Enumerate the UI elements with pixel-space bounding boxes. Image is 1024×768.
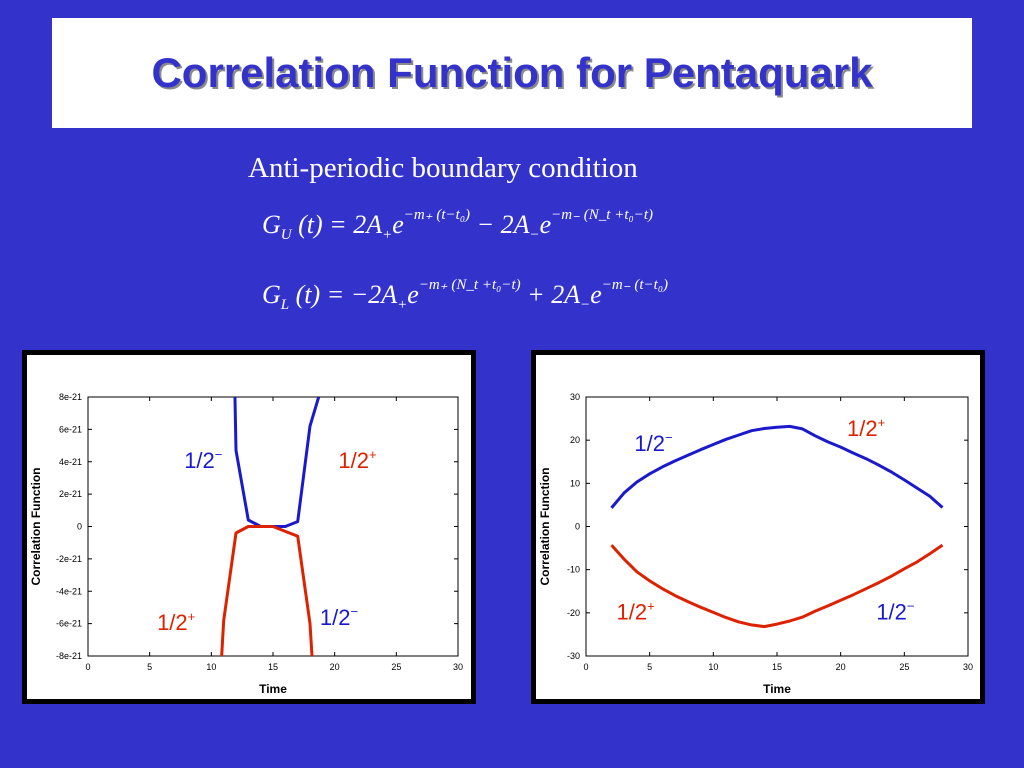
x-tick-label: 20 (330, 662, 340, 672)
eq-upper-g-sub: U (280, 227, 292, 243)
eq-lower-exp1: −m₊ (N_t +t₀−t) (418, 277, 521, 293)
x-tick-label: 15 (268, 662, 278, 672)
y-tick-label: 8e-21 (59, 392, 82, 402)
equation-upper: GU (t) = 2A+e−m₊ (t−t₀) − 2A−e−m₋ (N_t +… (262, 205, 653, 244)
annotation-label: 1/2− (876, 599, 914, 625)
x-tick-label: 10 (206, 662, 216, 672)
eq-upper-mid: − 2A (470, 210, 530, 239)
x-tick-label: 30 (963, 662, 973, 672)
eq-lower-exp2: −m₋ (t−t₀) (601, 277, 669, 293)
y-axis-title: Correlation Function (538, 468, 552, 586)
eq-upper-a2-sub: − (529, 227, 540, 243)
eq-upper-exp1: −m₊ (t−t₀) (403, 207, 471, 223)
y-tick-label: 6e-21 (59, 424, 82, 434)
chart-panel-right: 0 5 10 15 20 25 30 -30 -20 -10 0 10 20 30 Time Correlat… (531, 350, 985, 704)
eq-upper-e1: e (392, 210, 404, 239)
annotation-label: 1/2+ (617, 599, 655, 625)
eq-lower-g: G (262, 280, 281, 309)
y-tick-label: 30 (570, 392, 580, 402)
y-tick-label: -10 (567, 565, 580, 575)
x-tick-label: 20 (836, 662, 846, 672)
eq-upper-a1-sub: + (382, 227, 393, 243)
slide-title: Correlation Function for Pentaquark (151, 49, 873, 96)
x-tick-label: 25 (899, 662, 909, 672)
y-tick-label: -20 (567, 608, 580, 618)
eq-lower-e2: e (590, 280, 602, 309)
chart-background (536, 355, 980, 699)
eq-upper-lhs-arg: (t) = 2A (298, 210, 383, 239)
y-tick-label: -8e-21 (56, 651, 82, 661)
annotation-label: 1/2+ (847, 415, 885, 441)
x-tick-label: 0 (583, 662, 588, 672)
series-line-0 (610, 424, 944, 509)
annotation-label: 1/2+ (157, 609, 195, 635)
eq-upper-e2: e (539, 210, 552, 239)
title-box: Correlation Function for Pentaquark (52, 18, 972, 128)
x-tick-label: 5 (647, 662, 652, 672)
chart-panel-left: 0 5 10 15 20 25 30 -8e-21 -6e-21 -4e-21 -2e-21 0 2e-… (22, 350, 476, 704)
annotation-label: 1/2− (320, 604, 358, 630)
y-tick-label: 0 (575, 522, 580, 532)
annotation-label: 1/2+ (338, 447, 376, 473)
y-tick-label: -6e-21 (56, 619, 82, 629)
series-line-1 (610, 543, 944, 629)
x-tick-label: 25 (391, 662, 401, 672)
x-tick-label: 30 (453, 662, 463, 672)
x-tick-label: 0 (85, 662, 90, 672)
eq-lower-mid: + 2A (520, 280, 581, 309)
x-axis-title: Time (763, 682, 791, 696)
eq-upper-exp2: −m₋ (N_t +t₀−t) (551, 207, 654, 223)
eq-lower-lhs-arg: (t) = −2A (295, 280, 398, 309)
x-tick-label: 10 (708, 662, 718, 672)
y-axis-title: Correlation Function (29, 468, 43, 586)
eq-lower-e1: e (407, 280, 419, 309)
annotation-label: 1/2− (184, 447, 222, 473)
equation-lower: GL (t) = −2A+e−m₊ (N_t +t₀−t) + 2A−e−m₋ … (262, 275, 668, 314)
series-line-1 (220, 525, 314, 656)
y-tick-label: 0 (77, 522, 82, 532)
slide-subtitle: Anti-periodic boundary condition (248, 152, 638, 184)
y-tick-label: -2e-21 (56, 554, 82, 564)
y-tick-label: 2e-21 (59, 489, 82, 499)
y-tick-label: 4e-21 (59, 457, 82, 467)
y-tick-label: 20 (570, 435, 580, 445)
x-tick-label: 5 (147, 662, 152, 672)
y-tick-label: -4e-21 (56, 586, 82, 596)
eq-lower-a1-sub: + (397, 297, 408, 313)
chart-left: 0 5 10 15 20 25 30 -8e-21 -6e-21 -4e-21 -2e-21 0 2e-… (27, 355, 471, 699)
y-tick-label: 10 (570, 478, 580, 488)
chart-right: 0 5 10 15 20 25 30 -30 -20 -10 0 10 20 30 Time Correlat… (536, 355, 980, 699)
x-tick-label: 15 (772, 662, 782, 672)
x-axis-title: Time (259, 682, 287, 696)
eq-lower-g-sub: L (280, 297, 290, 313)
eq-lower-a2-sub: − (580, 297, 591, 313)
y-tick-label: -30 (567, 651, 580, 661)
eq-upper-g: G (262, 210, 281, 239)
annotation-label: 1/2− (634, 430, 672, 456)
